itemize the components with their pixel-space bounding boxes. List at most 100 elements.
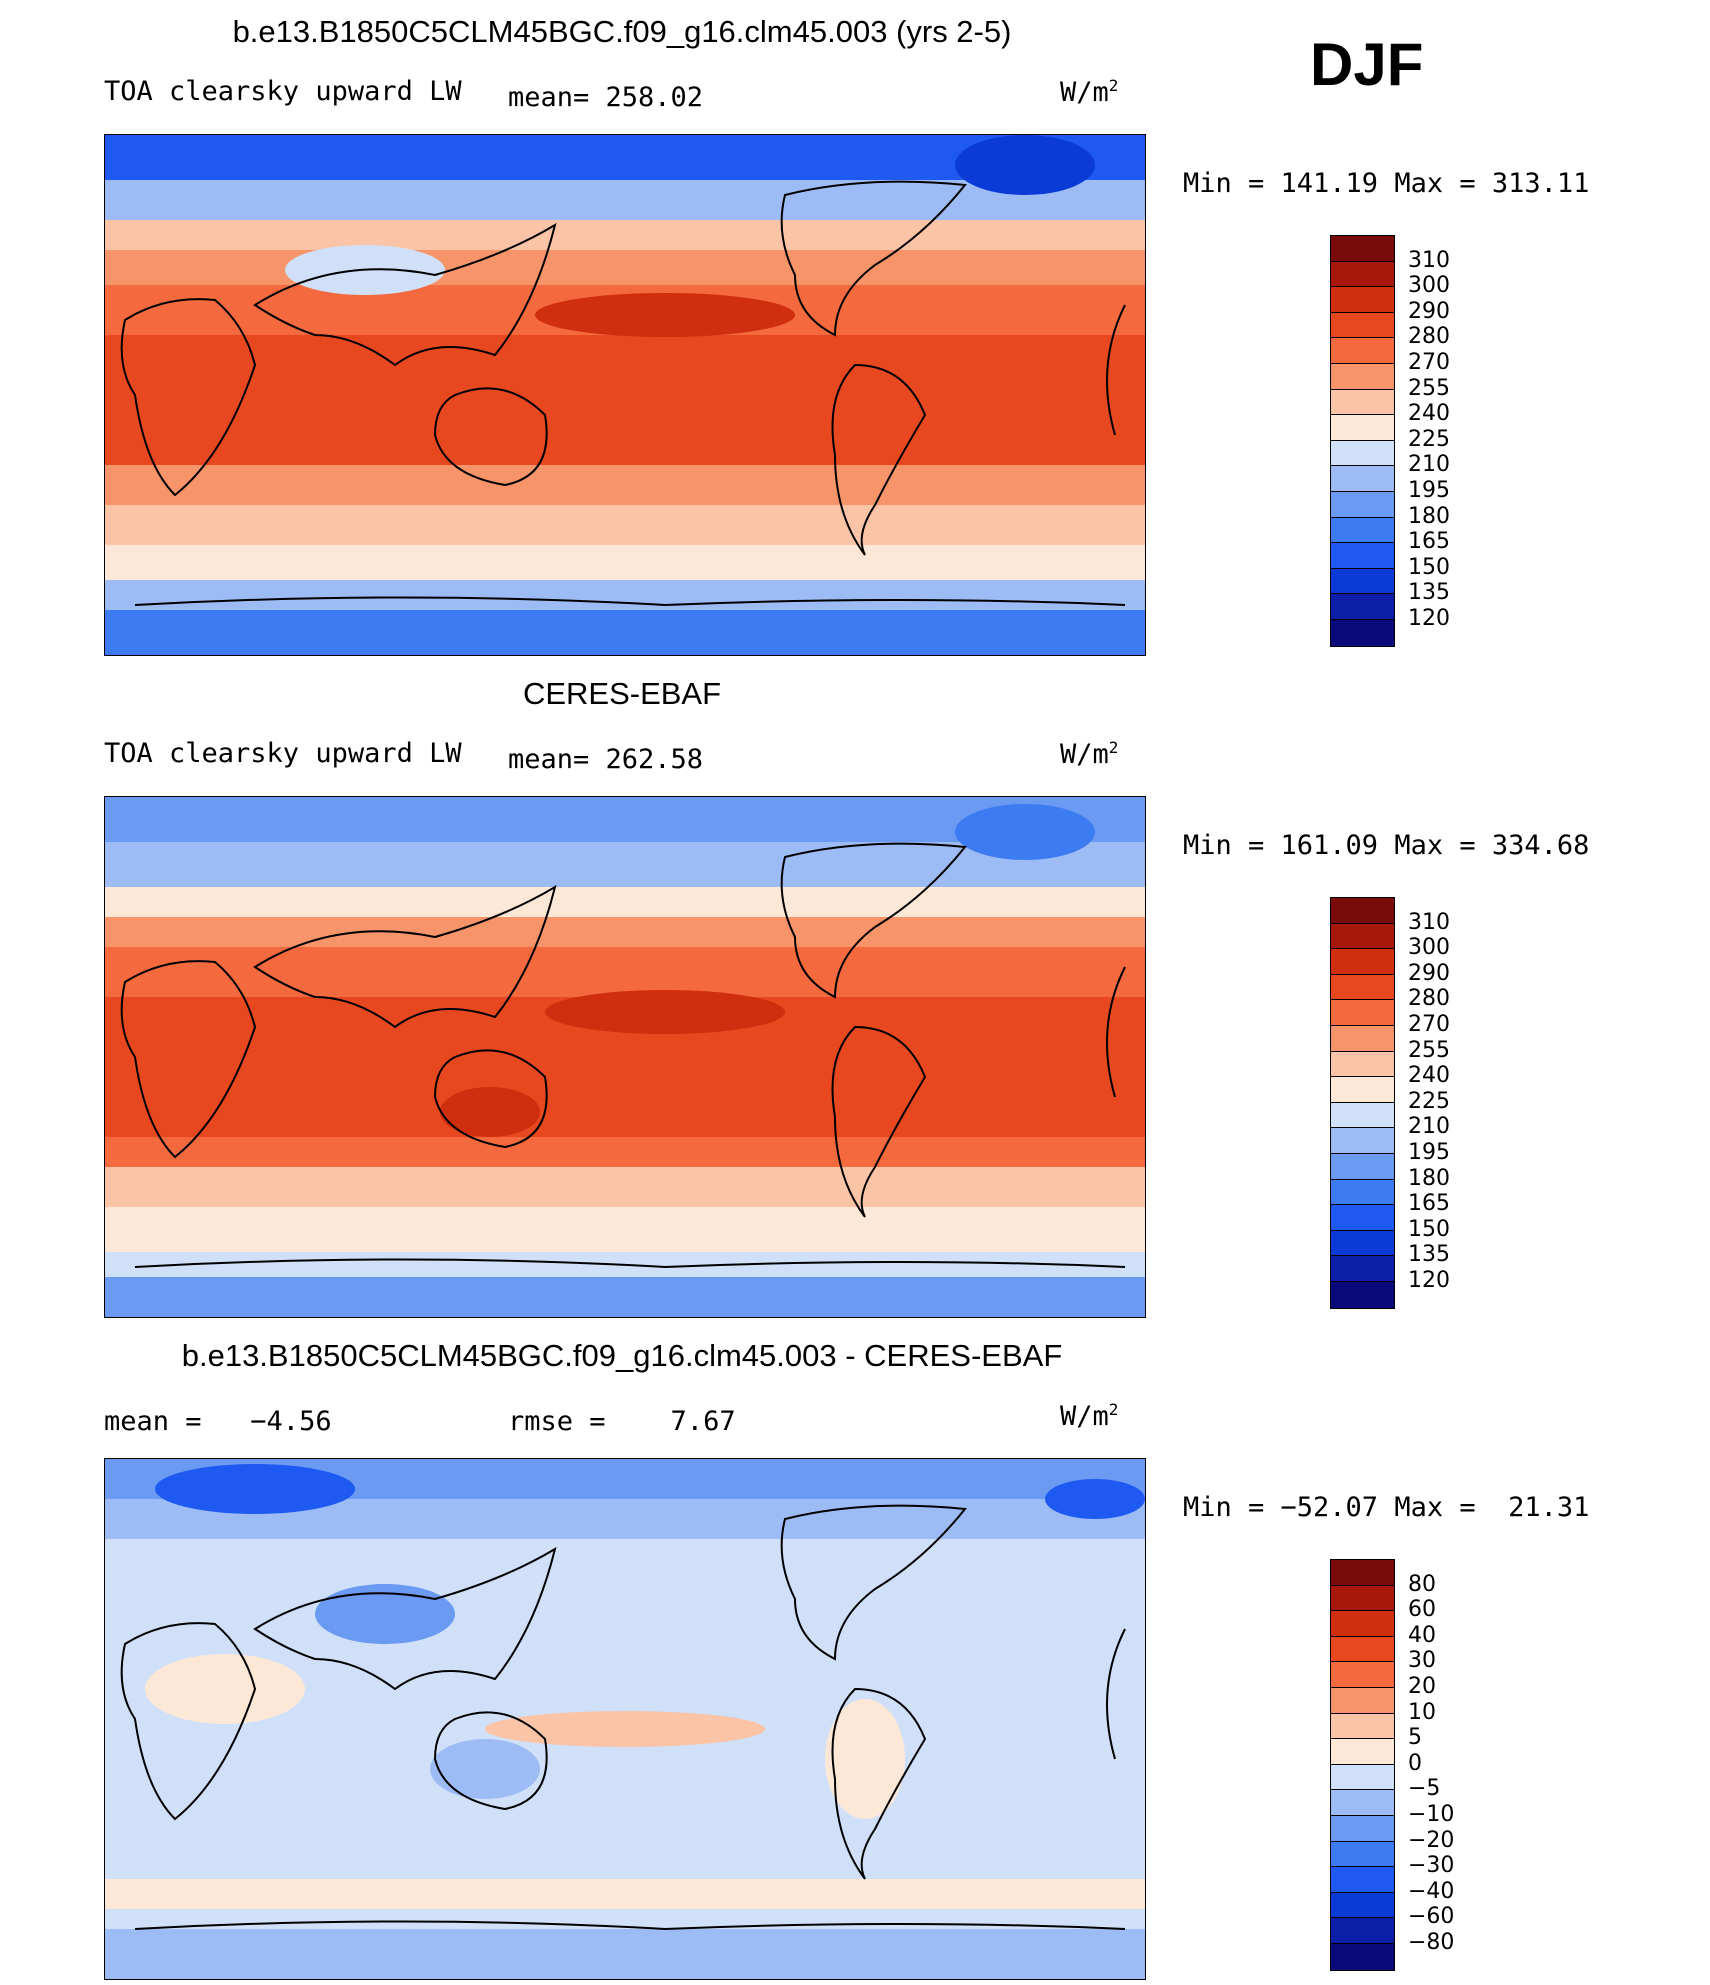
colorbar-tick-label: 210 [1408,452,1450,478]
panel-2-mean-label: mean= 262.58 [508,744,704,775]
colorbar-tick-label: 60 [1408,1597,1436,1623]
panel-2-title: CERES-EBAF [522,676,722,711]
colorbar-swatch [1331,338,1394,364]
panel-3-map-svg [105,1459,1145,1979]
colorbar-swatch [1331,1687,1394,1714]
colorbar-tick-label: 300 [1408,935,1450,961]
colorbar-swatch [1331,1230,1394,1257]
panel-2-map [104,796,1146,1318]
colorbar-swatch [1331,1077,1394,1103]
season-label: DJF [1310,31,1424,98]
panel-1-map-svg [105,135,1145,655]
colorbar-tick-label: 270 [1408,350,1450,375]
colorbar-swatch [1331,1790,1394,1816]
colorbar-swatch [1331,363,1394,390]
panel-3-colorbar [1330,1559,1395,1971]
colorbar-swatch [1331,1943,1394,1970]
colorbar-swatch [1331,1867,1394,1893]
colorbar-swatch [1331,1611,1394,1637]
panel-3-units: W/m2 [1060,1400,1119,1432]
colorbar-tick-label: −20 [1408,1827,1455,1853]
colorbar-swatch [1331,440,1394,467]
panel-3-mean-label: mean = −4.56 [104,1406,332,1437]
colorbar-swatch [1331,1256,1394,1282]
colorbar-swatch [1331,923,1394,950]
colorbar-tick-label: 180 [1408,1165,1450,1191]
panel-2-map-svg [105,797,1145,1317]
colorbar-tick-label: 180 [1408,503,1450,529]
colorbar-swatch [1331,1128,1394,1154]
colorbar-tick-label: 80 [1408,1571,1436,1597]
colorbar-swatch [1331,1560,1394,1586]
panel-1-units: W/m2 [1060,76,1119,108]
colorbar-tick-label: 280 [1408,986,1450,1012]
colorbar-tick-label: 280 [1408,324,1450,350]
colorbar-tick-label: 290 [1408,960,1450,986]
colorbar-swatch [1331,389,1394,416]
colorbar-swatch [1331,1841,1394,1868]
colorbar-tick-label: 225 [1408,426,1450,452]
colorbar-tick-label: 210 [1408,1114,1450,1140]
colorbar-swatch [1331,1739,1394,1765]
colorbar-swatch [1331,898,1394,924]
colorbar-swatch [1331,312,1394,339]
colorbar-swatch [1331,261,1394,288]
panel-3-title: b.e13.B1850C5CLM45BGC.f09_g16.clm45.003 … [181,1338,1063,1373]
colorbar-tick-label: 150 [1408,554,1450,580]
colorbar-tick-label: 195 [1408,478,1450,503]
colorbar-tick-label: 240 [1408,401,1450,427]
colorbar-tick-label: 255 [1408,1037,1450,1063]
panel-3-rmse-label: rmse = 7.67 [508,1406,736,1437]
colorbar-swatch [1331,1585,1394,1612]
colorbar-swatch [1331,491,1394,518]
colorbar-tick-label: 300 [1408,273,1450,299]
colorbar-swatch [1331,287,1394,313]
colorbar-tick-label: 270 [1408,1012,1450,1037]
colorbar-swatch [1331,466,1394,492]
colorbar-swatch [1331,1764,1394,1791]
colorbar-tick-label: 135 [1408,580,1450,606]
panel-1-minmax: Min = 141.19 Max = 313.11 [1183,168,1590,199]
colorbar-swatch [1331,543,1394,569]
colorbar-tick-label: 120 [1408,1268,1450,1293]
colorbar-swatch [1331,1179,1394,1206]
colorbar-swatch [1331,1815,1394,1842]
colorbar-tick-label: 135 [1408,1242,1450,1268]
colorbar-swatch [1331,236,1394,262]
colorbar-tick-label: 0 [1408,1750,1422,1776]
colorbar-swatch [1331,1000,1394,1026]
colorbar-tick-label: 30 [1408,1648,1436,1674]
colorbar-swatch [1331,1051,1394,1078]
colorbar-swatch [1331,1892,1394,1919]
colorbar-tick-label: −10 [1408,1802,1455,1827]
colorbar-tick-label: 20 [1408,1674,1436,1699]
colorbar-swatch [1331,1153,1394,1180]
panel-1-mean-label: mean= 258.02 [508,82,704,113]
colorbar-tick-label: 5 [1408,1725,1422,1751]
colorbar-tick-label: 195 [1408,1140,1450,1165]
colorbar-swatch [1331,1636,1394,1663]
colorbar-swatch [1331,568,1394,595]
colorbar-tick-label: 310 [1408,909,1450,935]
colorbar-swatch [1331,1102,1394,1129]
colorbar-tick-label: −80 [1408,1930,1455,1955]
panel-2-units: W/m2 [1060,738,1119,770]
colorbar-tick-label: 255 [1408,375,1450,401]
panel-2-minmax: Min = 161.09 Max = 334.68 [1183,830,1590,861]
panel-1-map [104,134,1146,656]
colorbar-tick-label: 240 [1408,1063,1450,1089]
colorbar-tick-label: −5 [1408,1776,1441,1802]
colorbar-swatch [1331,1662,1394,1688]
colorbar-tick-label: 10 [1408,1699,1436,1725]
colorbar-tick-label: 165 [1408,529,1450,555]
colorbar-tick-label: 310 [1408,247,1450,273]
colorbar-tick-label: 290 [1408,298,1450,324]
colorbar-tick-label: 120 [1408,606,1450,631]
panel-1-title: b.e13.B1850C5CLM45BGC.f09_g16.clm45.003 … [232,14,1012,49]
panel-1-variable-label: TOA clearsky upward LW [104,76,462,107]
colorbar-swatch [1331,415,1394,441]
panel-3-minmax: Min = −52.07 Max = 21.31 [1183,1492,1590,1523]
colorbar-tick-label: 150 [1408,1216,1450,1242]
colorbar-tick-label: 165 [1408,1191,1450,1217]
colorbar-swatch [1331,594,1394,620]
